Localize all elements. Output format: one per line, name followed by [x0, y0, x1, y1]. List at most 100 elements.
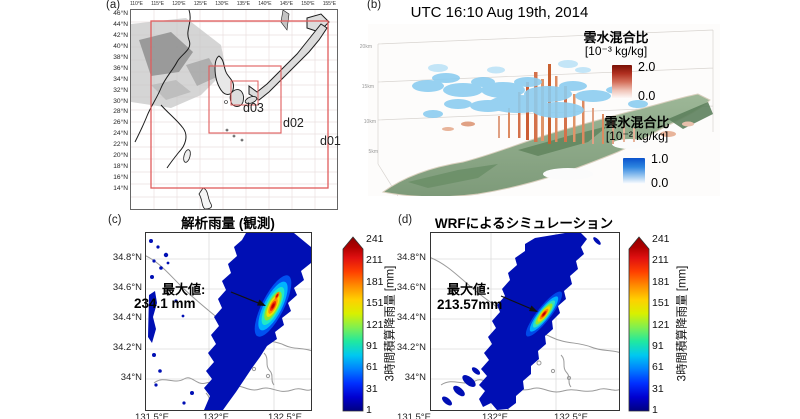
lat-tick-label: 36°N: [113, 64, 128, 72]
colorbar-tick: 211: [652, 254, 669, 267]
cloud-water-legend-title: 雲水混合比: [583, 30, 649, 45]
panel-d-colorbar-label: 3時間積算降雨量 [mm]: [676, 265, 689, 382]
domain-d03-box: [230, 80, 259, 106]
colorbar-tick: 61: [652, 361, 664, 374]
panel-a-map: [130, 9, 338, 210]
colorbar-tick: 1: [366, 404, 372, 416]
rainband: [148, 233, 311, 410]
panel-c-colorbar-ticks: 241 211 181 151 121 91 61 31 1: [366, 234, 390, 416]
cloud-water-colorbar: [612, 65, 632, 99]
lat-tick-label: 14°N: [113, 185, 128, 192]
lat-tick-label: 34.6°N: [396, 282, 426, 293]
lat-tick-label: 32°N: [113, 86, 128, 94]
cloud-ice-min: 0.0: [651, 176, 669, 190]
panel-d-map: [428, 232, 622, 411]
colorbar-tick: 121: [652, 318, 670, 331]
panel-d-max-value: 213.57mm: [437, 297, 503, 312]
rain-specks: [148, 239, 194, 405]
lat-tick-label: 34.2°N: [396, 342, 426, 353]
height-label-15km: 15km: [361, 84, 374, 90]
lat-tick-label: 34.4°N: [112, 312, 142, 323]
lat-tick-label: 40°N: [113, 42, 128, 50]
colorbar-tick: 61: [366, 361, 378, 374]
max-arrow: [500, 295, 538, 312]
lon-tick-label: 110°E: [130, 1, 143, 7]
cloud-ice-legend-title: 雲氷混合比: [604, 115, 670, 130]
panel-d-colorbar: [628, 236, 650, 417]
terrain-shading: [131, 18, 226, 108]
lon-tick-label: 145°E: [279, 1, 293, 7]
cloud-water-max: 2.0: [638, 60, 656, 74]
lon-tick-label: 130°E: [215, 1, 229, 7]
panel-d-lat-axis: 34.8°N 34.6°N 34.4°N 34.2°N 34°N: [386, 252, 430, 383]
max-arrow: [230, 291, 266, 306]
colorbar-tick: 211: [366, 254, 383, 267]
height-label-5km: 5km: [368, 149, 378, 155]
panel-c-lon-tick-2: 132°E: [203, 412, 229, 419]
lon-tick-label: 140°E: [258, 1, 272, 7]
panel-c-max-value: 234.1 mm: [134, 296, 196, 311]
panel-c-lon-tick-3: 132.5°E: [268, 412, 302, 419]
rain-specks: [442, 237, 601, 406]
panel-c-max-label: 最大値:: [162, 282, 206, 297]
colorbar-tick: 181: [652, 275, 670, 288]
panel-a-map-svg: [131, 9, 337, 210]
rainband: [442, 233, 601, 410]
lat-tick-label: 22°N: [113, 141, 128, 149]
lat-tick-label: 30°N: [113, 97, 128, 105]
domain-d03-label: d03: [243, 101, 264, 115]
colorbar-tick: 91: [366, 339, 378, 352]
panel-b-scene-svg: [377, 29, 714, 198]
panel-d-map-svg: [428, 233, 622, 411]
lat-tick-label: 20°N: [113, 152, 128, 160]
colorbar-tick: 1: [652, 404, 658, 416]
height-label-20km: 20km: [359, 44, 372, 50]
panel-d-lon-tick-2: 132°E: [482, 412, 508, 419]
rain-core: [525, 291, 563, 337]
lat-tick-label: 38°N: [113, 53, 128, 61]
lat-tick-label: 46°N: [113, 10, 128, 17]
lat-tick-label: 34.2°N: [112, 342, 142, 353]
domain-d01-box: [150, 20, 329, 189]
panel-b-tag: (b): [367, 0, 382, 11]
panel-d-lon-tick-3: 132.5°E: [554, 412, 588, 419]
panel-b-3d-scene: [368, 24, 720, 198]
terrain: [381, 93, 713, 198]
lat-tick-label: 34°N: [120, 372, 142, 383]
panel-d-title: WRFによるシミュレーション: [434, 216, 614, 231]
lat-tick-label: 34.6°N: [112, 282, 142, 293]
panel-c-map-svg: [143, 233, 313, 411]
rain-core: [254, 275, 292, 337]
colorbar-tick: 31: [652, 382, 664, 395]
lat-tick-label: 34°N: [113, 75, 128, 83]
panel-a-tag: (a): [106, 0, 121, 11]
lat-tick-label: 28°N: [113, 108, 128, 116]
colorbar-tick: 151: [652, 297, 670, 310]
lon-tick-label: 155°E: [322, 1, 336, 7]
scene-wireframe: [377, 29, 714, 197]
coastlines: [134, 9, 330, 210]
panel-d-max-label: 最大値:: [447, 282, 491, 297]
colorbar-tick: 91: [652, 339, 664, 352]
panel-d-colorbar-ticks: 241 211 181 151 121 91 61 31 1: [652, 234, 676, 416]
cloud-ice-colorbar: [623, 158, 645, 184]
panel-d-tag: (d): [398, 214, 413, 226]
colorbar-tick: 241: [652, 233, 670, 245]
panel-b-title: UTC 16:10 Aug 19th, 2014: [410, 4, 589, 21]
domain-d02-label: d02: [283, 116, 304, 130]
lat-tick-label: 34°N: [404, 372, 426, 383]
domain-d02-box: [208, 65, 282, 134]
panel-c-title: 解析雨量 (観測): [181, 216, 275, 231]
panel-d-lon-tick-1: 131.5°E: [397, 412, 431, 419]
lat-tick-label: 44°N: [113, 20, 128, 28]
lat-tick-label: 16°N: [113, 174, 128, 182]
panel-c-lat-axis: 34.8°N 34.6°N 34.4°N 34.2°N 34°N: [102, 252, 146, 383]
lat-tick-label: 26°N: [113, 119, 128, 127]
colorbar-tick: 151: [366, 297, 384, 310]
panel-c-lon-tick-1: 131.5°E: [135, 412, 169, 419]
cloud-ice-legend-unit: [10⁻² kg/kg]: [605, 129, 669, 143]
lat-tick-label: 18°N: [113, 163, 128, 171]
domain-d01-label: d01: [320, 134, 341, 148]
height-label-10km: 10km: [363, 119, 376, 125]
lat-tick-label: 34.4°N: [396, 312, 426, 323]
